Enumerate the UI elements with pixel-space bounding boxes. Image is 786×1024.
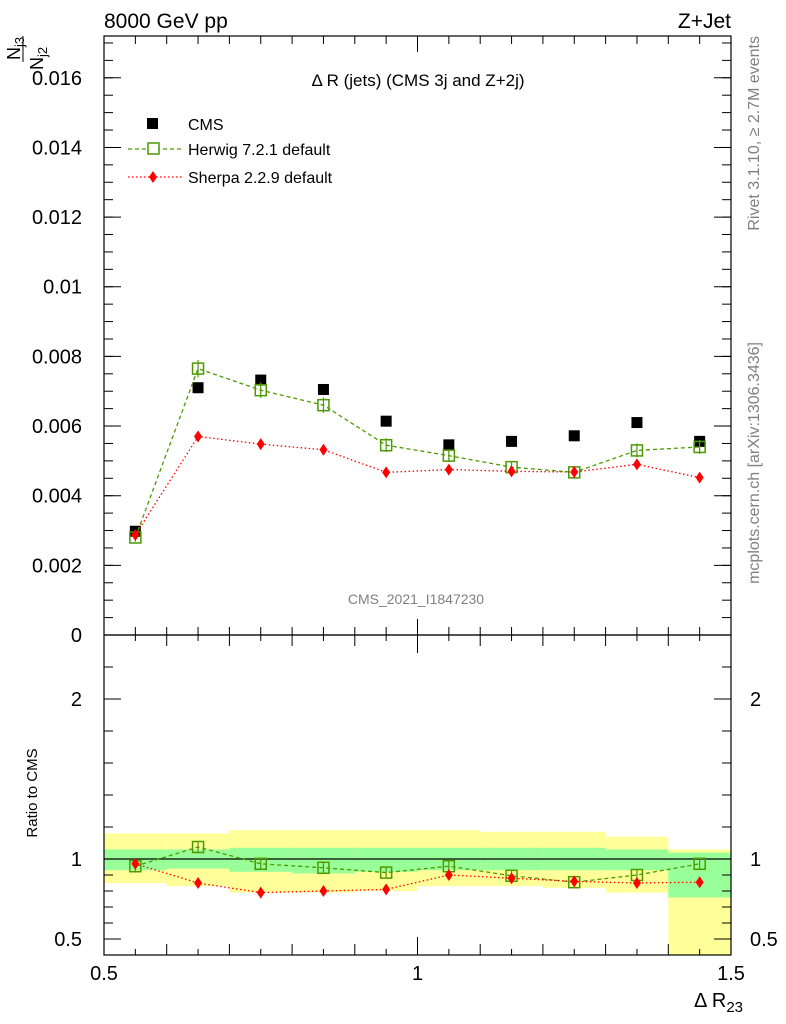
data-point bbox=[382, 466, 391, 479]
legend-entry-sherpa: Sherpa 2.2.9 default bbox=[128, 170, 333, 187]
ratio-point bbox=[379, 866, 393, 879]
data-point bbox=[568, 430, 580, 442]
ratio-point bbox=[382, 883, 391, 896]
data-point bbox=[379, 438, 393, 452]
x-tick-label: 0.5 bbox=[90, 963, 118, 985]
data-point bbox=[317, 398, 330, 412]
y-tick-label: 0.012 bbox=[32, 207, 82, 229]
ratio-point bbox=[444, 869, 453, 881]
ratio-y-tick-label: 2 bbox=[71, 689, 82, 711]
y-tick-label: 0.016 bbox=[32, 68, 82, 90]
data-point bbox=[255, 374, 267, 386]
legend-marker-cms bbox=[147, 118, 158, 129]
legend-entry-herwig: Herwig 7.2.1 default bbox=[128, 142, 331, 159]
watermark: CMS_2021_I1847230 bbox=[348, 591, 484, 607]
header-left-label: 8000 GeV pp bbox=[104, 10, 228, 33]
legend-label-herwig: Herwig 7.2.1 default bbox=[188, 142, 331, 159]
ratio-point bbox=[191, 840, 205, 854]
ratio-y-tick-label-right: 2 bbox=[750, 689, 761, 711]
ratio-series-line-0 bbox=[135, 846, 700, 883]
y-tick-label: 0.014 bbox=[32, 137, 82, 159]
legend-entry-cms: CMS bbox=[147, 117, 224, 134]
data-point bbox=[632, 458, 641, 471]
data-point bbox=[507, 465, 516, 478]
data-point bbox=[695, 471, 704, 484]
ratio-point bbox=[254, 857, 267, 871]
y-tick-label: 0 bbox=[71, 625, 82, 647]
data-point bbox=[317, 383, 329, 395]
ratio-point bbox=[317, 861, 330, 875]
data-point bbox=[191, 362, 205, 375]
legend-label-cms: CMS bbox=[188, 117, 224, 134]
ratio-y-tick-label-right: 0.5 bbox=[750, 929, 778, 951]
ratio-point bbox=[507, 872, 516, 885]
ratio-series-line-1 bbox=[135, 863, 700, 894]
ratio-y-tick-label: 1 bbox=[71, 849, 82, 871]
ratio-point bbox=[256, 886, 265, 899]
y-tick-label: 0.004 bbox=[32, 486, 82, 508]
x-tick-label: 1.5 bbox=[717, 963, 745, 985]
legend: CMS Herwig 7.2.1 default Sherpa 2.2.9 de… bbox=[128, 117, 333, 187]
data-point bbox=[693, 440, 706, 454]
ratio-point bbox=[632, 877, 641, 889]
header-right-label: Z+Jet bbox=[678, 10, 731, 33]
data-point bbox=[194, 430, 203, 443]
legend-label-sherpa: Sherpa 2.2.9 default bbox=[188, 170, 333, 187]
x-tick-label: 1 bbox=[412, 963, 423, 985]
data-point bbox=[254, 383, 267, 397]
data-point bbox=[442, 449, 456, 462]
data-point bbox=[131, 529, 140, 542]
y-tick-label: 0.008 bbox=[32, 346, 82, 368]
y-tick-label: 0.01 bbox=[43, 277, 82, 299]
ratio-y-tick-label: 0.5 bbox=[54, 929, 82, 951]
data-point bbox=[631, 417, 643, 429]
band-stat bbox=[605, 849, 669, 871]
ratio-point bbox=[570, 875, 579, 888]
ratio-point bbox=[131, 857, 140, 870]
data-point bbox=[506, 435, 518, 447]
ratio-y-axis-label: Ratio to CMS bbox=[24, 748, 41, 837]
data-point bbox=[630, 444, 644, 457]
legend-marker-herwig bbox=[147, 142, 160, 155]
series-line-1 bbox=[134, 367, 700, 538]
ratio-panel: 0.5 0.5 1 1 2 2 0.5 1 1.5 bbox=[54, 634, 778, 985]
y-tick-label: 0.006 bbox=[32, 416, 82, 438]
data-point bbox=[319, 443, 328, 456]
ratio-point bbox=[194, 877, 203, 889]
series-line-2 bbox=[134, 435, 700, 536]
ratio-point bbox=[319, 885, 328, 897]
main-panel: 0 0.002 0.004 0.006 0.008 0.01 0.012 0.014 0.016 bbox=[32, 35, 732, 647]
ratio-point bbox=[693, 857, 706, 871]
y-tick-label: 0.002 bbox=[32, 555, 82, 577]
mcplots-label: mcplots.cern.ch [arXiv:1306.3436] bbox=[746, 342, 763, 584]
data-point bbox=[570, 466, 579, 479]
data-point bbox=[443, 439, 455, 451]
legend-marker-sherpa bbox=[149, 171, 157, 183]
data-point bbox=[256, 438, 265, 451]
ratio-point bbox=[695, 876, 704, 889]
data-point bbox=[444, 463, 453, 476]
data-point bbox=[192, 382, 204, 394]
ratio-y-tick-label-right: 1 bbox=[750, 849, 761, 871]
rivet-label: Rivet 3.1.10, ≥ 2.7M events bbox=[746, 36, 763, 231]
data-point bbox=[380, 415, 392, 427]
plot-title: Δ R (jets) (CMS 3j and Z+2j) bbox=[311, 71, 524, 90]
